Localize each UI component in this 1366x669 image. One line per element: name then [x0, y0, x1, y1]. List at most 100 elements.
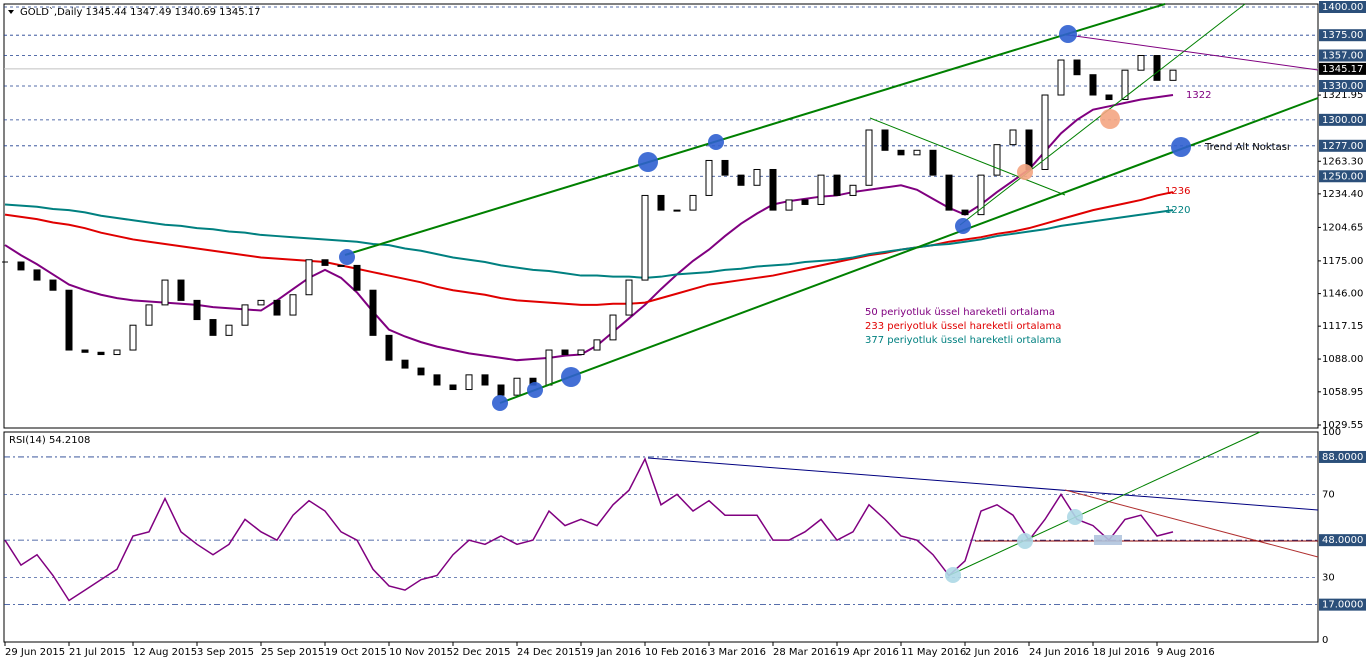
title-arrow — [8, 10, 14, 14]
x-tick-label: 10 Feb 2016 — [645, 647, 707, 658]
candle — [257, 299, 265, 306]
candle — [97, 351, 105, 356]
candle — [881, 129, 889, 151]
rsi-marker — [1067, 509, 1083, 525]
x-tick-label: 28 Mar 2016 — [773, 647, 836, 658]
rsi-marker — [1017, 533, 1033, 549]
y-tick-label: 1345.17 — [1322, 64, 1363, 75]
pivot-marker — [638, 152, 658, 172]
y-tick-label: 1321.95 — [1322, 90, 1363, 101]
candle — [753, 168, 761, 186]
trend-line — [1067, 34, 1319, 71]
pivot-marker — [561, 367, 581, 387]
candle — [705, 159, 713, 196]
x-tick-label: 9 Aug 2016 — [1157, 647, 1215, 658]
candle — [1169, 69, 1177, 81]
rsi-marker — [945, 567, 961, 583]
candle — [433, 374, 441, 386]
x-tick-label: 19 Oct 2015 — [325, 647, 387, 658]
plot-layer — [2, 6, 1318, 606]
y-tick-label: 1204.65 — [1322, 222, 1363, 233]
y-tick-label: 1330.00 — [1322, 81, 1363, 92]
y-tick-label: 1234.40 — [1322, 189, 1363, 200]
y-tick-label: 1277.00 — [1322, 141, 1363, 152]
axis-label-bg — [1319, 49, 1366, 62]
candle — [769, 168, 777, 211]
candle — [561, 349, 569, 356]
candle — [1041, 94, 1049, 170]
x-tick-label: 2 Jun 2016 — [965, 647, 1019, 658]
x-tick-label: 19 Jan 2016 — [581, 647, 641, 658]
candle — [641, 194, 649, 281]
candle — [817, 174, 825, 205]
rsi-line — [4, 457, 1174, 602]
y-tick-label: 88.0000 — [1322, 452, 1363, 463]
annotation: Trend Alt Noktası — [1204, 142, 1290, 153]
pivot-marker — [1171, 137, 1191, 157]
candle — [721, 159, 729, 176]
axis-label-bg — [1319, 62, 1366, 75]
axis-label-bg — [1319, 450, 1366, 463]
y-tick-label: 1029.55 — [1322, 420, 1363, 431]
candle — [401, 359, 409, 369]
x-tick-label: 3 Sep 2015 — [197, 647, 254, 658]
y-tick-label: 1088.00 — [1322, 354, 1363, 365]
rsi-marker — [1094, 535, 1122, 545]
x-tick-label: 24 Jun 2016 — [1029, 647, 1089, 658]
axis-label-bg — [1319, 29, 1366, 42]
pivot-marker — [1100, 109, 1120, 129]
candle — [449, 384, 457, 391]
rsi-trend-line — [647, 457, 1319, 511]
candle — [161, 279, 169, 306]
axis-label-bg — [1319, 534, 1366, 547]
candle — [609, 314, 617, 341]
y-tick-label: 1117.15 — [1322, 321, 1363, 332]
candle — [785, 199, 793, 211]
pivot-marker — [492, 395, 508, 411]
trend-line — [869, 117, 1066, 196]
x-tick-label: 24 Dec 2015 — [517, 647, 581, 658]
price-panel — [3, 3, 1319, 429]
chart-title: GOLD`,Daily 1345.44 1347.49 1340.69 1345… — [20, 6, 261, 18]
candle — [1057, 59, 1065, 96]
ma-line — [4, 203, 1174, 279]
candle — [1025, 129, 1033, 170]
candle — [1121, 69, 1129, 101]
candle — [65, 289, 73, 351]
legend-entry: 377 periyotluk üssel hareketli ortalama — [865, 335, 1061, 346]
x-tick-label: 3 Mar 2016 — [709, 647, 766, 658]
candle — [369, 289, 377, 336]
candle — [497, 384, 505, 396]
candle — [177, 279, 185, 301]
channel-upper — [344, 3, 1166, 256]
candle — [513, 377, 521, 396]
candle — [273, 299, 281, 316]
candle — [353, 264, 361, 291]
axis-label-bg — [1319, 1, 1366, 14]
candle — [545, 349, 553, 386]
candle — [865, 129, 873, 186]
rsi-trend-line — [949, 431, 1261, 576]
y-tick-label: 1300.00 — [1322, 115, 1363, 126]
x-tick-label: 29 Jun 2015 — [5, 647, 65, 658]
candle — [801, 199, 809, 205]
candle — [129, 324, 137, 351]
axis-label-bg — [1319, 170, 1366, 183]
candle — [913, 149, 921, 156]
y-tick-label: 30 — [1322, 573, 1335, 584]
rsi-trend-line — [1064, 489, 1319, 558]
candle — [593, 339, 601, 351]
candle — [33, 269, 41, 281]
legend-entry: 233 periyotluk üssel hareketli ortalama — [865, 321, 1061, 332]
y-tick-label: 1250.00 — [1322, 171, 1363, 182]
y-tick-label: 100 — [1322, 427, 1341, 438]
candle — [1137, 55, 1145, 71]
pivot-marker — [1017, 164, 1033, 180]
candle — [209, 319, 217, 336]
pivot-marker — [955, 218, 971, 234]
ma-line — [4, 191, 1174, 306]
candle — [961, 209, 969, 216]
x-tick-label: 19 Apr 2016 — [837, 647, 899, 658]
candle — [945, 174, 953, 211]
pivot-marker — [1059, 25, 1077, 43]
